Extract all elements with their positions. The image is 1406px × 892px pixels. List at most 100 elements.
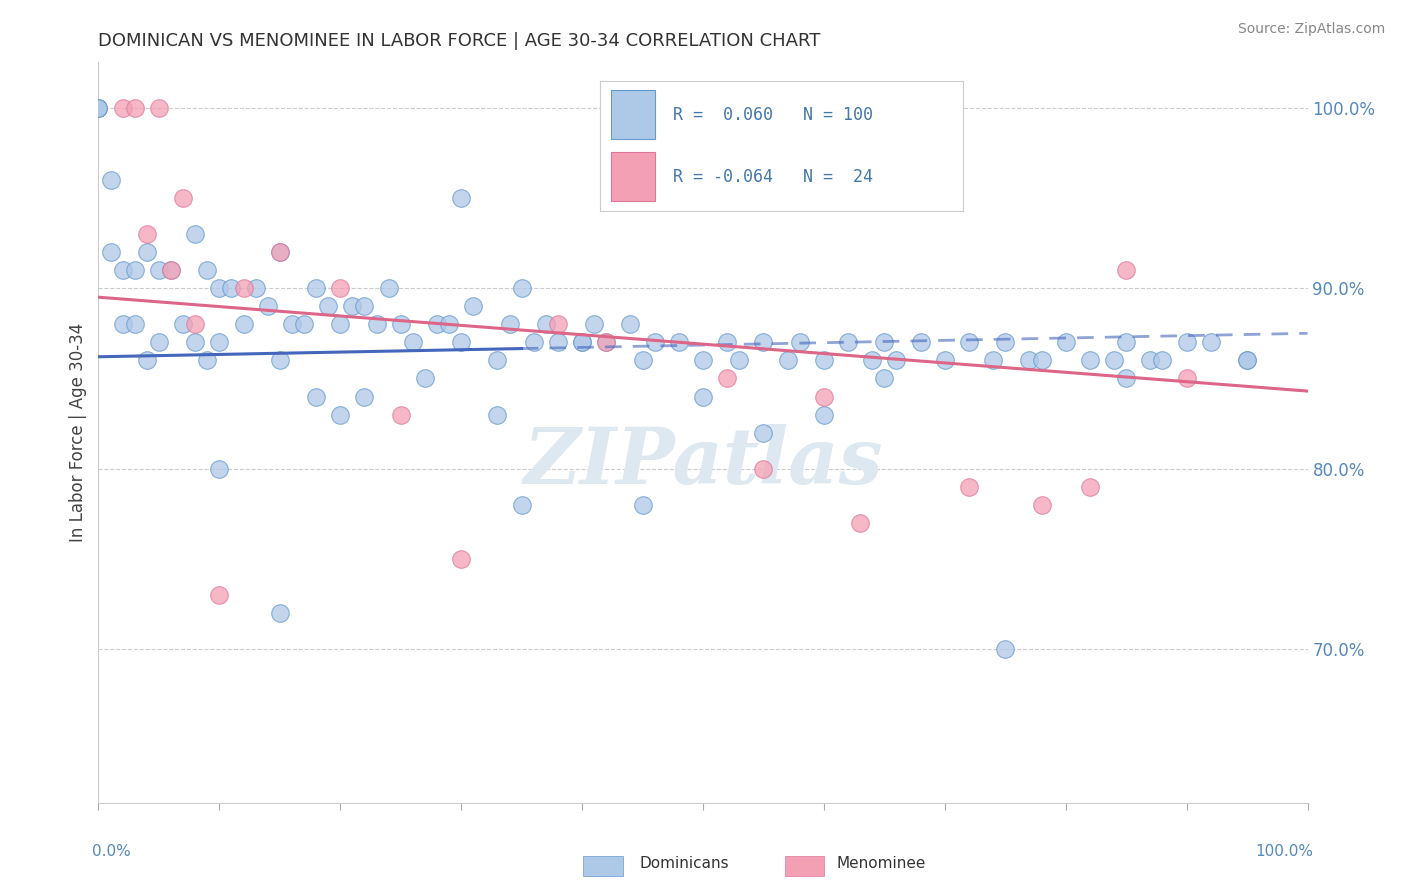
Point bbox=[1236, 353, 1258, 368]
Point bbox=[195, 353, 218, 368]
Point bbox=[510, 498, 533, 512]
Point bbox=[1236, 353, 1258, 368]
Point bbox=[692, 353, 714, 368]
Point bbox=[100, 173, 122, 187]
Point bbox=[450, 191, 472, 205]
Point bbox=[595, 335, 617, 350]
Point bbox=[595, 335, 617, 350]
Point bbox=[1078, 480, 1101, 494]
Point bbox=[450, 552, 472, 566]
Point bbox=[269, 353, 291, 368]
Point bbox=[269, 245, 291, 260]
Point bbox=[523, 335, 546, 350]
Point bbox=[1031, 498, 1053, 512]
Point bbox=[849, 516, 872, 530]
Point bbox=[160, 263, 183, 277]
Text: Dominicans: Dominicans bbox=[640, 856, 730, 871]
Point bbox=[172, 191, 194, 205]
Point bbox=[221, 281, 243, 295]
Point bbox=[148, 263, 170, 277]
Point bbox=[1102, 353, 1125, 368]
Point bbox=[377, 281, 399, 295]
Point bbox=[87, 101, 110, 115]
Point bbox=[111, 318, 134, 332]
Point bbox=[1115, 371, 1137, 385]
Point bbox=[208, 461, 231, 475]
Text: Menominee: Menominee bbox=[837, 856, 927, 871]
Point bbox=[571, 335, 593, 350]
Point bbox=[269, 606, 291, 620]
Point bbox=[776, 353, 799, 368]
Point bbox=[631, 353, 654, 368]
Point bbox=[353, 299, 375, 313]
Point bbox=[329, 408, 352, 422]
Point bbox=[413, 371, 436, 385]
Point bbox=[426, 318, 449, 332]
Point bbox=[873, 335, 896, 350]
Point bbox=[135, 245, 157, 260]
Point bbox=[366, 318, 388, 332]
Point bbox=[208, 281, 231, 295]
Point bbox=[934, 353, 956, 368]
Point bbox=[813, 353, 835, 368]
Point bbox=[329, 281, 352, 295]
Point bbox=[1152, 353, 1174, 368]
Point bbox=[389, 408, 412, 422]
Point bbox=[232, 318, 254, 332]
Point bbox=[256, 299, 278, 313]
Point bbox=[631, 498, 654, 512]
Point bbox=[873, 371, 896, 385]
Point bbox=[232, 281, 254, 295]
Point bbox=[1054, 335, 1077, 350]
Point bbox=[329, 318, 352, 332]
Point bbox=[994, 335, 1017, 350]
Point bbox=[910, 335, 932, 350]
Point bbox=[111, 101, 134, 115]
Text: 100.0%: 100.0% bbox=[1256, 844, 1313, 858]
Point bbox=[1175, 371, 1198, 385]
Point bbox=[87, 101, 110, 115]
Point bbox=[87, 101, 110, 115]
Point bbox=[789, 335, 811, 350]
Point bbox=[1199, 335, 1222, 350]
Point bbox=[389, 318, 412, 332]
Point bbox=[305, 390, 328, 404]
Point bbox=[571, 335, 593, 350]
Y-axis label: In Labor Force | Age 30-34: In Labor Force | Age 30-34 bbox=[69, 323, 87, 542]
Point bbox=[534, 318, 557, 332]
Point bbox=[245, 281, 267, 295]
Point bbox=[450, 335, 472, 350]
Point bbox=[184, 335, 207, 350]
Point bbox=[510, 281, 533, 295]
Point bbox=[281, 318, 304, 332]
Text: ZIPatlas: ZIPatlas bbox=[523, 424, 883, 500]
Point bbox=[728, 353, 751, 368]
Point bbox=[305, 281, 328, 295]
Point bbox=[813, 390, 835, 404]
Point bbox=[1175, 335, 1198, 350]
Point bbox=[692, 390, 714, 404]
Point bbox=[716, 335, 738, 350]
Point bbox=[437, 318, 460, 332]
Point bbox=[813, 408, 835, 422]
Point bbox=[644, 335, 666, 350]
Point bbox=[463, 299, 485, 313]
Point bbox=[486, 353, 509, 368]
Point bbox=[994, 642, 1017, 657]
Point bbox=[752, 461, 775, 475]
Point bbox=[124, 101, 146, 115]
Point bbox=[1115, 335, 1137, 350]
Point bbox=[1018, 353, 1040, 368]
Point bbox=[111, 263, 134, 277]
Text: Source: ZipAtlas.com: Source: ZipAtlas.com bbox=[1237, 22, 1385, 37]
Point bbox=[957, 335, 980, 350]
Point bbox=[353, 390, 375, 404]
Point bbox=[342, 299, 364, 313]
Point bbox=[172, 318, 194, 332]
Point bbox=[498, 318, 520, 332]
Point bbox=[124, 318, 146, 332]
Point bbox=[135, 353, 157, 368]
Point bbox=[148, 101, 170, 115]
Point bbox=[208, 335, 231, 350]
Point bbox=[148, 335, 170, 350]
